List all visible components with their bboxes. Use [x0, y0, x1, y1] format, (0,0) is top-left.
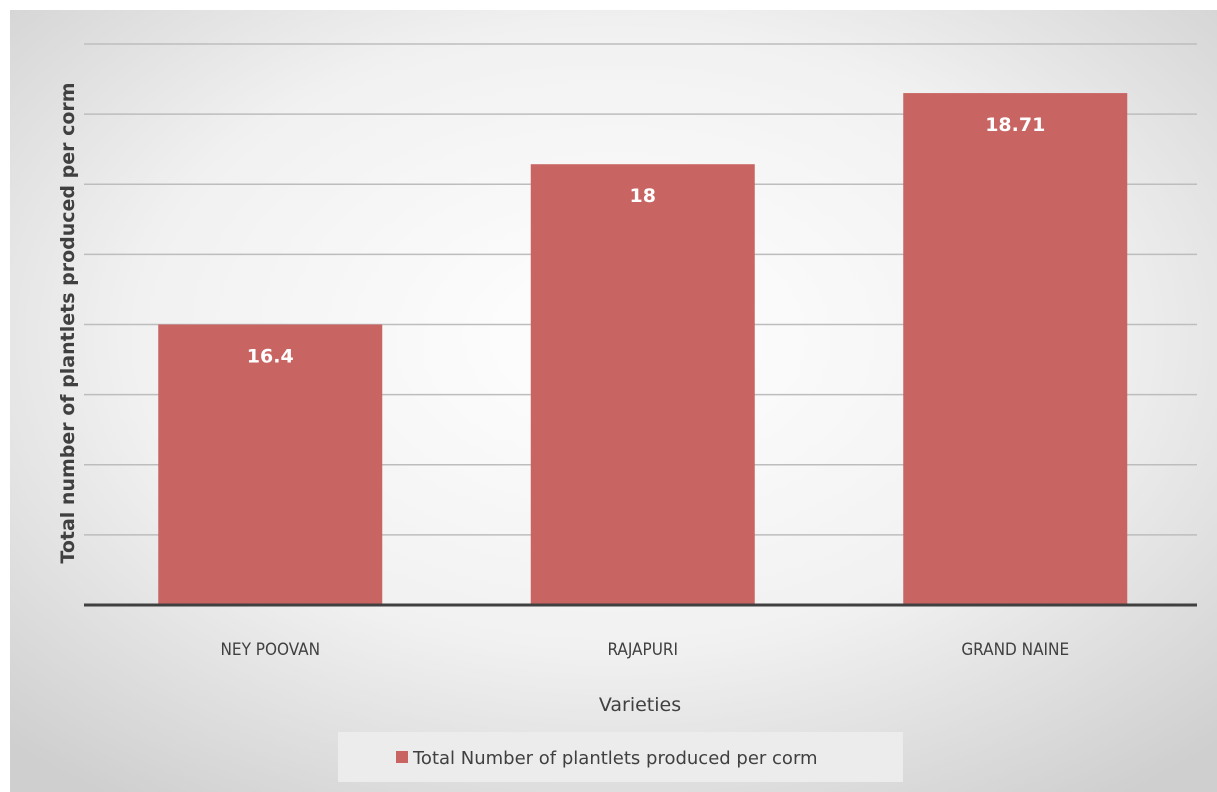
- data-labels: 16.4 18 18.71: [247, 114, 1046, 367]
- legend-swatch: [396, 751, 408, 763]
- legend-box: [338, 732, 903, 782]
- category-label: GRAND NAINE: [961, 640, 1069, 660]
- category-label: NEY POOVAN: [220, 640, 320, 660]
- category-label: RAJAPURI: [607, 640, 678, 660]
- data-label: 18.71: [985, 114, 1045, 136]
- data-label: 16.4: [247, 346, 294, 368]
- bar: [158, 324, 383, 605]
- bar: [903, 93, 1128, 606]
- x-axis-title: Varieties: [599, 694, 681, 716]
- y-axis-title: Total number of plantlets produced per c…: [57, 82, 79, 563]
- bars: [158, 93, 1128, 606]
- category-labels: NEY POOVAN RAJAPURI GRAND NAINE: [220, 640, 1069, 660]
- data-label: 18: [630, 185, 656, 207]
- bar: [530, 164, 755, 605]
- legend: Total Number of plantlets produced per c…: [338, 732, 903, 782]
- legend-entry: Total Number of plantlets produced per c…: [412, 748, 818, 769]
